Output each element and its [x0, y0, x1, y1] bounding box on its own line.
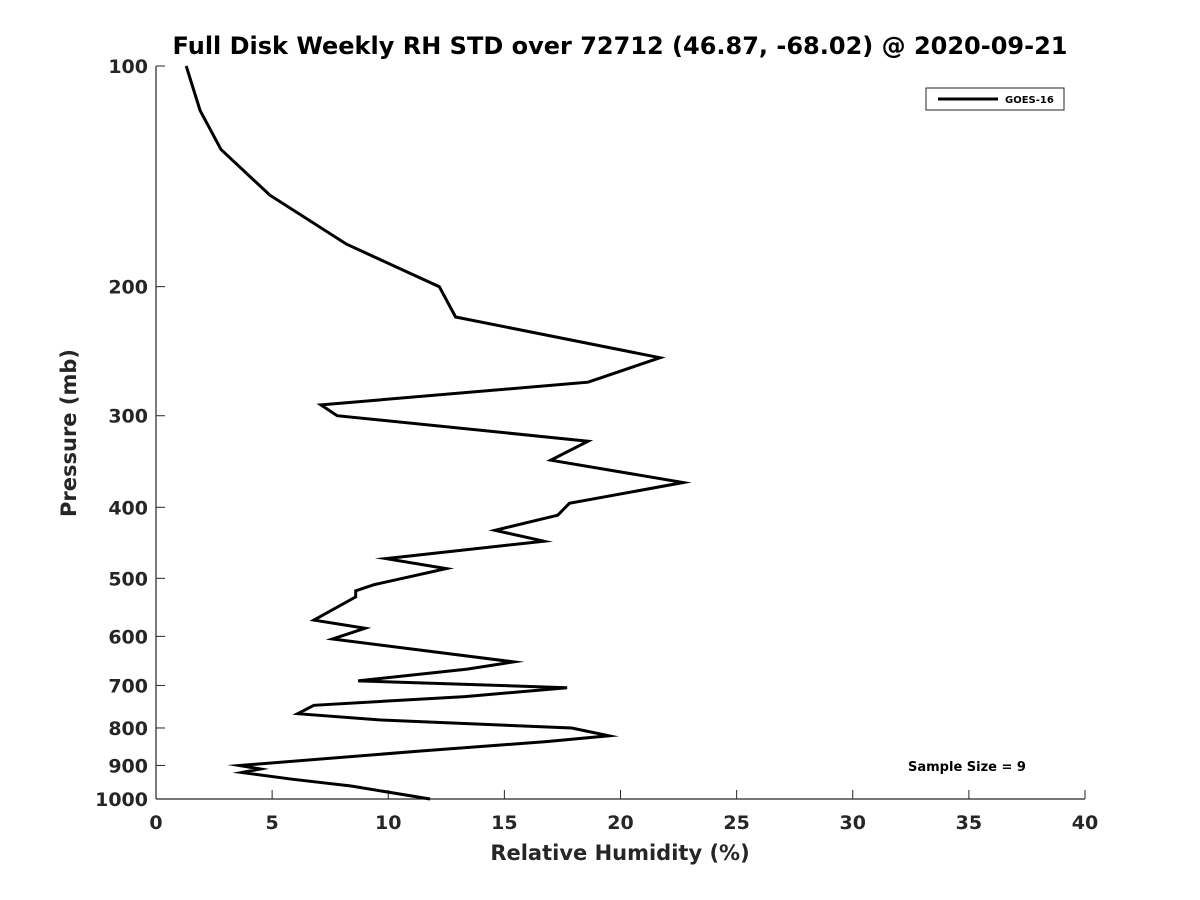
y-tick-label: 500	[108, 568, 148, 590]
y-tick-label: 1000	[95, 789, 148, 811]
series-group	[184, 65, 692, 801]
series-line-goes-16	[184, 65, 692, 801]
y-tick-label: 200	[108, 277, 148, 299]
y-ticks-group: 100 200 300 400 500 600 700 800 900 1000	[95, 56, 165, 811]
y-tick-label: 400	[108, 497, 148, 519]
legend: GOES-16	[925, 87, 1065, 111]
y-tick-label: 800	[108, 718, 148, 740]
x-tick-label: 5	[266, 812, 279, 834]
y-tick-label: 900	[108, 755, 148, 777]
x-tick-label: 0	[149, 812, 162, 834]
x-axis-title: Relative Humidity (%)	[490, 841, 749, 865]
sample-size-annotation: Sample Size = 9	[908, 760, 1026, 775]
chart-title: Full Disk Weekly RH STD over 72712 (46.8…	[173, 32, 1068, 60]
y-tick-label: 600	[108, 626, 148, 648]
x-tick-label: 25	[723, 812, 749, 834]
x-tick-label: 20	[607, 812, 633, 834]
x-tick-label: 35	[956, 812, 982, 834]
x-tick-label: 30	[840, 812, 866, 834]
x-tick-label: 40	[1072, 812, 1098, 834]
y-axis-title: Pressure (mb)	[57, 349, 81, 517]
x-ticks-group: 0 5 10 15 20 25 30 35 40	[149, 790, 1098, 834]
legend-label: GOES-16	[1005, 95, 1054, 106]
x-tick-label: 15	[491, 812, 517, 834]
x-tick-label: 10	[375, 812, 401, 834]
y-tick-label: 100	[108, 56, 148, 78]
y-tick-label: 700	[108, 675, 148, 697]
y-tick-label: 300	[108, 406, 148, 428]
